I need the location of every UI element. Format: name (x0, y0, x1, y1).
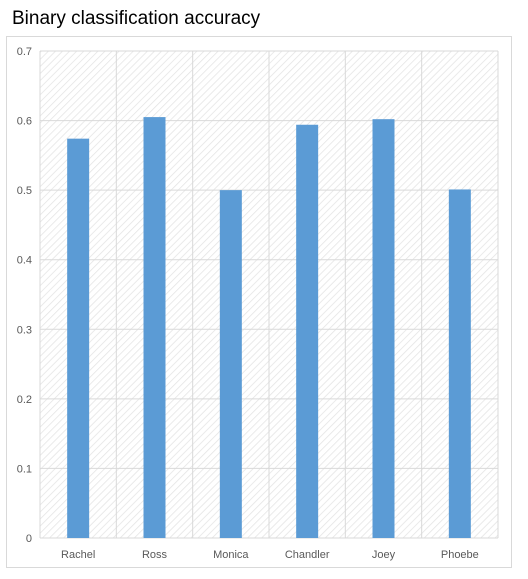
y-tick-label: 0.2 (17, 394, 32, 406)
y-tick-label: 0.5 (17, 185, 32, 197)
bar-chandler (296, 124, 319, 538)
y-tick-label: 0 (26, 533, 32, 545)
y-tick-label: 0.1 (17, 463, 32, 475)
bar-ross (143, 117, 166, 538)
gridlines (39, 50, 499, 539)
x-tick-label: Joey (372, 549, 396, 561)
x-tick-label: Monica (213, 549, 249, 561)
chart-title: Binary classification accuracy (12, 8, 261, 29)
chart-frame (6, 36, 512, 568)
y-tick-label: 0.4 (17, 255, 32, 267)
y-tick-label: 0.3 (17, 324, 32, 336)
bar-monica (219, 190, 242, 538)
y-axis-ticks: 0 0.1 0.2 0.3 0.4 0.5 0.6 0.7 (17, 46, 32, 545)
bar-joey (372, 119, 395, 539)
bar-rachel (67, 138, 90, 538)
bar-phoebe (448, 189, 471, 538)
x-tick-label: Phoebe (441, 549, 479, 561)
bars (67, 117, 471, 539)
x-tick-label: Rachel (61, 549, 95, 561)
x-tick-label: Ross (142, 549, 168, 561)
x-axis-ticks: Rachel Ross Monica Chandler Joey Phoebe (61, 549, 479, 561)
x-tick-label: Chandler (285, 549, 330, 561)
y-tick-label: 0.6 (17, 116, 32, 128)
y-tick-label: 0.7 (17, 46, 32, 58)
